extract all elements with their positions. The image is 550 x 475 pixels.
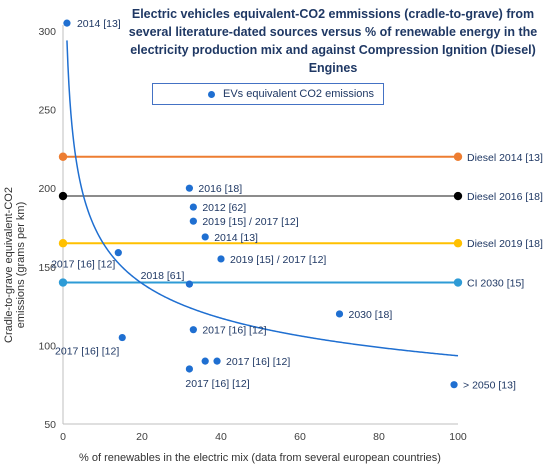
reference-marker-end [453,278,463,287]
reference-marker-end [453,239,463,248]
y-tick-label: 150 [38,262,56,274]
data-point-label: 2019 [15] / 2017 [12] [202,216,298,228]
data-point-label: 2017 [16] [12] [226,356,290,368]
reference-lines: Diesel 2014 [13] Diesel 2016 [18] Diesel 2… [58,152,543,290]
y-axis-label: Cradle-to-grave equivalent-CO2 emissions… [3,187,27,343]
data-point [189,203,197,211]
x-tick-label: 0 [60,431,66,443]
x-tick-label: 100 [449,431,467,443]
reference-marker-start [58,239,68,248]
reference-label: Diesel 2019 [18] [467,238,543,250]
y-tick-label: 100 [38,340,56,352]
x-tick-label: 60 [294,431,306,443]
data-point-label: 2012 [62] [202,202,246,214]
data-point-label: 2017 [16] [12] [185,378,249,390]
x-axis-label: % of renewables in the electric mix (dat… [79,452,441,464]
data-point [189,326,197,334]
data-point-label: 2017 [16] [12] [51,259,115,271]
reference-marker-start [58,191,68,201]
data-point-label: 2016 [18] [198,183,242,195]
data-point [118,333,126,342]
chart-title: Electric vehicles equivalent-CO2 emmissi… [128,7,538,75]
data-point-label: 2014 [13] [214,232,258,244]
reference-label: Diesel 2014 [13] [467,152,543,164]
y-tick-label: 200 [38,183,56,195]
trendline-curve [66,40,459,357]
data-point [213,357,221,365]
data-point [217,255,225,263]
reference-marker-start [58,152,68,161]
data-point-label: 2030 [18] [349,309,393,321]
y-tick-label: 50 [44,419,56,431]
x-tick-label: 80 [373,431,385,443]
data-point [201,233,209,241]
data-point [114,249,122,257]
data-point [189,217,197,225]
data-point [185,184,193,192]
y-tick-label: 250 [38,105,56,117]
trendline [66,40,459,357]
data-point-label: 2018 [61] [141,270,185,282]
data-point [63,19,71,27]
reference-label: Diesel 2016 [18] [467,191,543,203]
data-point-label: 2014 [13] [77,18,121,30]
legend-marker [208,90,215,98]
data-point-label: > 2050 [13] [463,380,516,392]
data-points: 2014 [13] 2016 [18] 2012 [62] 2019 [15] / 2… [51,18,516,392]
data-point-label: 2017 [16] [12] [202,325,266,337]
data-point [201,357,209,365]
reference-label: CI 2030 [15] [467,278,524,290]
axes: 50 100 150 200 250 300 0 20 40 60 80 100 [38,25,467,443]
data-point [185,365,193,373]
data-point [335,310,344,318]
legend-label: EVs equivalent CO2 emissions [223,88,375,100]
data-point-label: 2019 [15] / 2017 [12] [230,254,326,266]
x-tick-label: 20 [136,431,148,443]
reference-marker-end [453,152,463,161]
x-tick-label: 40 [215,431,227,443]
legend: EVs equivalent CO2 emissions [152,83,384,105]
data-point-label: 2017 [16] [12] [55,346,119,358]
y-tick-label: 300 [38,26,56,38]
reference-marker-start [58,278,68,287]
data-point [450,381,458,389]
reference-marker-end [453,191,463,201]
data-point [185,280,193,288]
